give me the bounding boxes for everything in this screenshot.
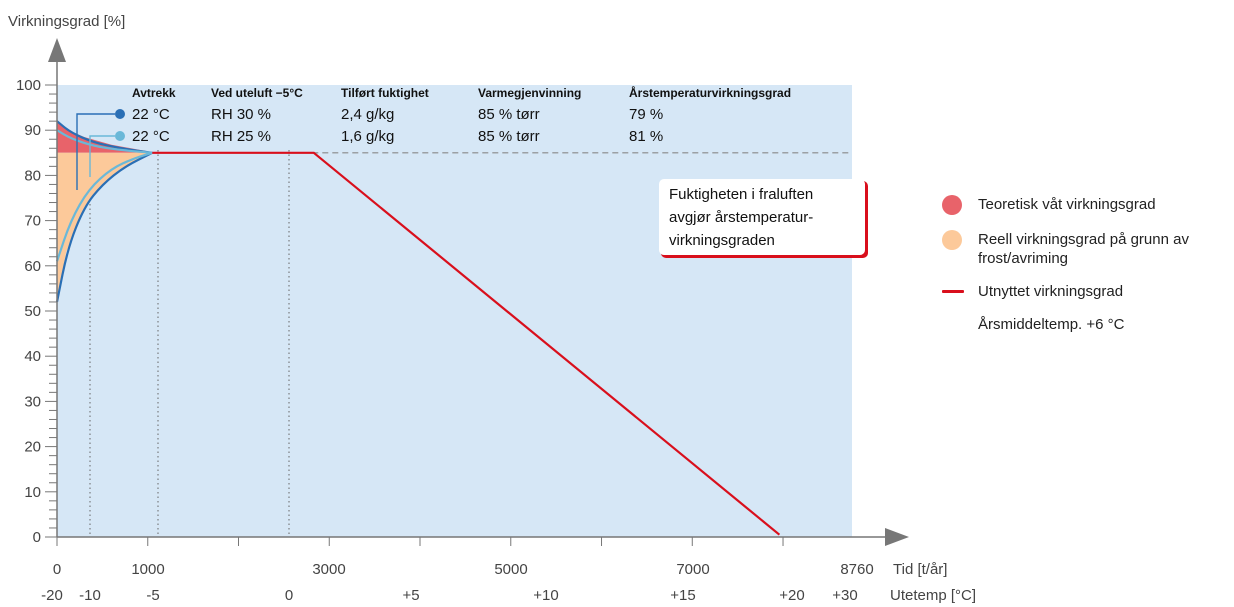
y-axis-arrow (48, 38, 66, 62)
area-series (57, 121, 153, 302)
table-header: Ved uteluft −5°C (211, 86, 303, 100)
x-tick-label: 8760 (840, 561, 873, 578)
table-header: Avtrekk (132, 86, 176, 100)
x-axis-arrow (885, 528, 909, 546)
y-tick-label: 90 (24, 122, 41, 139)
y-tick-label: 60 (24, 258, 41, 275)
y-tick-label: 40 (24, 348, 41, 365)
x-axis-title: Tid [t/år] (893, 561, 947, 578)
legend-note: Årsmiddeltemp. +6 °C (940, 315, 1234, 334)
y-tick-label: 80 (24, 167, 41, 184)
axes (45, 38, 909, 546)
x2-tick-label: +15 (670, 587, 695, 604)
plot-background (57, 85, 852, 537)
table-cell: 2,4 g/kg (341, 106, 394, 123)
row-marker (115, 131, 125, 141)
y-tick-label: 0 (33, 529, 41, 546)
legend-label: Reell virkningsgrad på grunn av frost/av… (978, 231, 1189, 267)
legend-swatch-teoretisk (942, 195, 962, 215)
x-tick-label: 3000 (312, 561, 345, 578)
connector-light (89, 135, 115, 177)
grid-lines (89, 150, 852, 537)
connector-dark (76, 113, 115, 190)
x2-axis-title: Utetemp [°C] (890, 587, 976, 604)
area-0 (57, 121, 153, 153)
y-tick-label: 20 (24, 439, 41, 456)
line-series (152, 151, 781, 536)
x-tick-label: 7000 (676, 561, 709, 578)
y-tick-label: 50 (24, 303, 41, 320)
callout: Fuktigheten i fraluften avgjør årstemper… (659, 179, 868, 258)
legend-item-teoretisk: Teoretisk våt virkningsgrad (940, 195, 1234, 215)
x2-tick-label: -20 (41, 587, 63, 604)
table-cell: 22 °C (132, 106, 170, 123)
table-header: Varmegjenvinning (478, 86, 581, 100)
curve-series (55, 120, 153, 303)
callout-box (659, 179, 865, 255)
x2-tick-label: +5 (402, 587, 419, 604)
area-1 (57, 152, 153, 302)
x2-tick-label: +10 (533, 587, 558, 604)
callout-line-1: Fuktigheten i fraluften (669, 186, 813, 203)
x2-tick-label: +20 (779, 587, 804, 604)
x2-tick-label: -5 (146, 587, 159, 604)
efficiency-curve (56, 120, 153, 154)
utilized-line (152, 151, 781, 536)
callout-line-2: avgjør årstemperatur- (669, 209, 813, 226)
table-cell: RH 30 % (211, 106, 271, 123)
x2-tick-label: +30 (832, 587, 857, 604)
x-tick-label: 1000 (131, 561, 164, 578)
legend-note-text: Årsmiddeltemp. +6 °C (978, 316, 1125, 333)
y-tick-label: 70 (24, 213, 41, 230)
efficiency-curve (55, 151, 153, 262)
table-cell: 85 % tørr (478, 106, 540, 123)
efficiency-curve (56, 129, 153, 154)
legend-item-utnyttet: Utnyttet virkningsgrad (940, 282, 1234, 301)
legend-label: Utnyttet virkningsgrad (978, 283, 1124, 300)
table-cell: 81 % (629, 128, 663, 145)
x2-tick-label: -10 (79, 587, 101, 604)
x2-tick-label: 0 (285, 587, 293, 604)
table-cell: RH 25 % (211, 128, 271, 145)
table-header: Årstemperaturvirkningsgrad (629, 85, 791, 100)
y-tick-label: 30 (24, 393, 41, 410)
table-cell: 85 % tørr (478, 128, 540, 145)
efficiency-curve (55, 151, 153, 303)
table-cell: 1,6 g/kg (341, 128, 394, 145)
legend-label: Teoretisk våt virkningsgrad (978, 196, 1156, 213)
legend: Teoretisk våt virkningsgrad Reell virkni… (940, 195, 1234, 346)
legend-swatch-utnyttet (942, 290, 964, 293)
x-tick-label: 5000 (494, 561, 527, 578)
table-header: Tilført fuktighet (341, 86, 429, 100)
row-marker (115, 109, 125, 119)
y-tick-label: 10 (24, 484, 41, 501)
data-table: Avtrekk Ved uteluft −5°C Tilført fuktighet… (76, 85, 791, 190)
legend-item-reell: Reell virkningsgrad på grunn av frost/av… (940, 230, 1234, 268)
y-axis-title: Virkningsgrad [%] (8, 13, 125, 30)
table-cell: 79 % (629, 106, 663, 123)
table-cell: 22 °C (132, 128, 170, 145)
y-tick-label: 100 (16, 77, 41, 94)
callout-line-3: virkningsgraden (669, 232, 775, 249)
legend-swatch-reell (942, 230, 962, 250)
x-tick-label: 0 (53, 561, 61, 578)
